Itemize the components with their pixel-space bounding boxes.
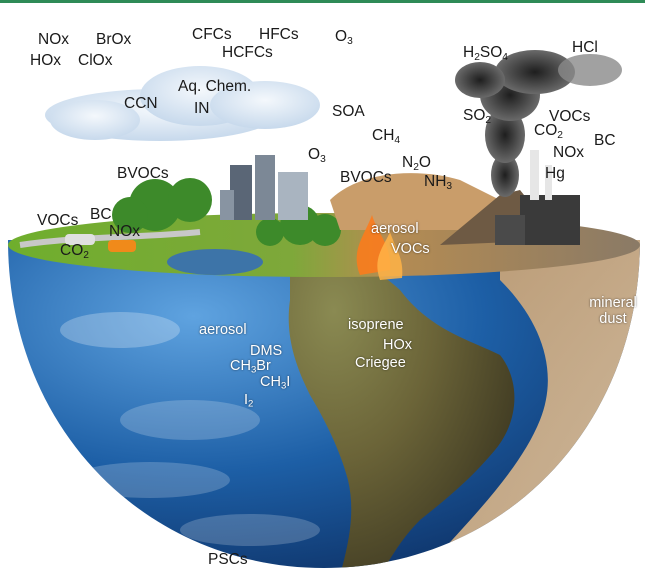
label-soa: SOA	[332, 103, 365, 120]
label-co2-left: CO2	[60, 242, 89, 261]
top-rule	[0, 0, 645, 3]
label-bc-left: BC	[90, 206, 112, 223]
label-vocs-right: VOCs	[549, 108, 591, 125]
surface-landscape	[8, 150, 640, 280]
label-bc-right: BC	[594, 132, 616, 149]
label-co2-right: CO2	[534, 122, 563, 141]
label-nh3: NH3	[424, 173, 453, 192]
label-aerosol-ocean: aerosol	[199, 322, 247, 338]
label-h2so4: H2SO4	[463, 44, 508, 63]
cloud	[45, 66, 320, 141]
label-vocs-left: VOCs	[37, 212, 79, 229]
label-aerosol-fire: aerosol	[371, 221, 419, 237]
fire	[356, 215, 403, 280]
label-o3-top: O3	[335, 28, 353, 47]
label-bvocs-left: BVOCs	[117, 165, 169, 182]
label-hcl: HCl	[572, 39, 598, 56]
car	[108, 240, 136, 252]
smoke-plume	[455, 50, 622, 197]
label-cfcs: CFCs	[192, 26, 232, 43]
factory	[495, 150, 580, 245]
label-hg: Hg	[545, 165, 565, 182]
label-in: IN	[194, 100, 210, 117]
label-n2o: N2O	[402, 154, 431, 173]
label-hox-top: HOx	[30, 52, 61, 69]
label-mineral-dust: mineral dust	[589, 295, 637, 327]
label-isoprene: isoprene	[348, 317, 404, 333]
label-ch3i: CH3I	[260, 374, 291, 392]
label-ccn: CCN	[124, 95, 158, 112]
label-i2: I2	[244, 392, 254, 410]
label-nox-top: NOx	[38, 31, 69, 48]
label-pscs: PSCs	[208, 551, 248, 568]
earth-hemisphere	[8, 240, 640, 568]
label-ch4: CH4	[372, 127, 401, 146]
label-o3-mid: O3	[308, 146, 326, 165]
label-bvocs-mid: BVOCs	[340, 169, 392, 186]
label-so2: SO2	[463, 107, 492, 126]
label-dms: DMS	[250, 343, 283, 359]
label-ch3br: CH3Br	[230, 358, 271, 376]
label-hox-land: HOx	[383, 337, 412, 353]
label-nox-left: NOx	[109, 223, 140, 240]
label-hcfcs: HCFCs	[222, 44, 273, 61]
label-criegee: Criegee	[355, 355, 406, 371]
label-nox-right: NOx	[553, 144, 584, 161]
city-buildings	[220, 155, 308, 220]
label-aq-chem: Aq. Chem.	[178, 78, 252, 95]
lake	[167, 249, 263, 275]
label-clox: ClOx	[78, 52, 113, 69]
label-brox: BrOx	[96, 31, 132, 48]
label-vocs-fire: VOCs	[391, 241, 430, 257]
label-hfcs: HFCs	[259, 26, 299, 43]
